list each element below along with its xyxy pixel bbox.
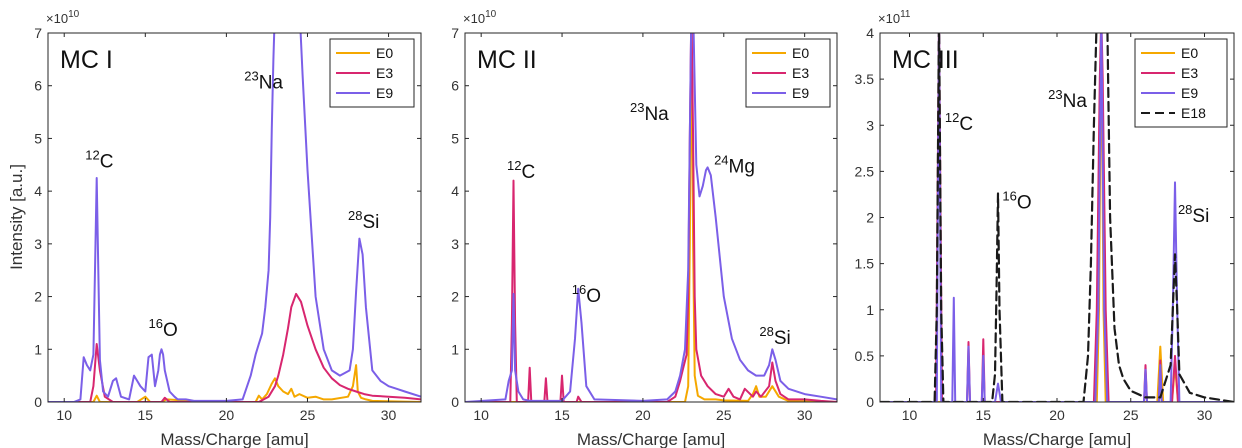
y-tick-label: 6	[451, 78, 459, 94]
y-tick-label: 3	[451, 236, 459, 252]
x-tick-label: 15	[554, 407, 570, 423]
legend: E0 E3 E9 E18	[1134, 38, 1228, 128]
series-line-e18	[880, 33, 1234, 402]
series-line-e3	[48, 292, 421, 402]
peak-label-na: 23Na	[1048, 87, 1087, 112]
x-tick-label: 15	[975, 407, 991, 423]
y-axis-multiplier: ×1010	[463, 9, 497, 26]
y-tick-label: 7	[451, 25, 459, 41]
x-tick-label: 20	[219, 407, 235, 423]
x-tick-label: 20	[1049, 407, 1065, 423]
y-tick-label: 4	[451, 183, 459, 199]
x-tick-label: 10	[56, 407, 72, 423]
y-tick-label: 2.5	[855, 163, 875, 179]
peak-label-c: 12C	[85, 147, 113, 172]
peak-label-na: 23Na	[244, 68, 283, 93]
y-axis-label: Intensity [a.u.]	[7, 164, 26, 270]
series-group	[880, 33, 1234, 402]
series-line-e0	[48, 364, 421, 402]
y-axis-multiplier: ×1011	[878, 9, 911, 26]
panel-title: MC I	[60, 46, 113, 74]
y-tick-label: 5	[34, 130, 42, 146]
peak-label-si: 28Si	[1178, 202, 1209, 227]
y-tick-label: 0.5	[855, 348, 875, 364]
y-tick-label: 2	[34, 289, 42, 305]
x-tick-label: 25	[300, 407, 316, 423]
legend-label: E9	[376, 85, 393, 101]
peak-label-si: 28Si	[348, 208, 379, 233]
legend-label: E9	[792, 85, 809, 101]
peak-label-o: 16O	[572, 282, 601, 307]
x-tick-label: 25	[716, 407, 732, 423]
y-axis-multiplier: ×1010	[46, 9, 80, 26]
legend-label: E9	[1181, 85, 1198, 101]
series-group	[465, 33, 837, 402]
x-tick-label: 15	[138, 407, 154, 423]
legend-label: E3	[792, 65, 809, 81]
legend-label: E3	[376, 65, 393, 81]
peak-label-o: 16O	[1002, 188, 1031, 213]
legend-label: E0	[376, 45, 393, 61]
y-tick-label: 1.5	[855, 256, 875, 272]
y-tick-label: 1	[34, 341, 42, 357]
panel-mc2: 10 15 20 25 30 0 1 2 3 4 5 6 7×1010 Mass/Charge [amu]…	[451, 9, 838, 448]
y-tick-label: 0	[34, 394, 42, 410]
x-tick-label: 30	[381, 407, 397, 423]
y-tick-label: 3.5	[855, 71, 875, 87]
y-tick-label: 0	[866, 394, 874, 410]
legend-label: E0	[792, 45, 809, 61]
x-tick-label: 25	[1123, 407, 1139, 423]
y-tick-label: 0	[451, 394, 459, 410]
plot-area-frame	[464, 32, 838, 403]
y-tick-label: 3	[34, 236, 42, 252]
panel-title: MC III	[892, 46, 959, 74]
x-axis-label: Mass/Charge [amu]	[577, 430, 725, 448]
x-tick-label: 30	[1197, 407, 1213, 423]
y-tick-label: 2	[866, 210, 874, 226]
peak-label-na: 23Na	[630, 100, 669, 125]
legend: E0 E3 E9	[745, 38, 831, 108]
plot-area-frame	[47, 32, 422, 403]
x-tick-label: 10	[902, 407, 918, 423]
y-tick-label: 4	[866, 25, 874, 41]
y-tick-label: 1	[451, 341, 459, 357]
y-tick-label: 4	[34, 183, 42, 199]
x-tick-label: 10	[473, 407, 489, 423]
peak-label-si: 28Si	[759, 324, 790, 349]
legend: E0 E3 E9	[329, 38, 415, 108]
peak-label-c: 12C	[945, 110, 973, 135]
y-tick-label: 1	[866, 302, 874, 318]
series-line-e9	[465, 33, 837, 402]
peak-label-mg: 24Mg	[714, 153, 755, 178]
x-tick-label: 20	[635, 407, 651, 423]
series-line-e9	[880, 33, 1234, 402]
x-tick-label: 30	[797, 407, 813, 423]
panel-mc1: 10 15 20 25 30 0 1 2 3 4 5 6 7×1010 Mass/Charge [amu]…	[34, 9, 422, 448]
panel-mc3: 10 15 20 25 30 0 0.5 1 1.5 2 2.5 3 3.5 4×1011 Mass/Cha…	[855, 9, 1235, 448]
y-tick-label: 6	[34, 78, 42, 94]
x-axis-label: Mass/Charge [amu]	[983, 430, 1131, 448]
y-tick-label: 3	[866, 117, 874, 133]
legend-label: E18	[1181, 105, 1206, 121]
peak-label-o: 16O	[149, 316, 178, 341]
legend-label: E0	[1181, 45, 1198, 61]
peak-label-c: 12C	[507, 158, 535, 183]
x-axis-label: Mass/Charge [amu]	[160, 430, 308, 448]
legend-label: E3	[1181, 65, 1198, 81]
y-tick-label: 2	[451, 289, 459, 305]
panel-title: MC II	[477, 46, 537, 74]
y-tick-label: 7	[34, 25, 42, 41]
y-tick-label: 5	[451, 130, 459, 146]
